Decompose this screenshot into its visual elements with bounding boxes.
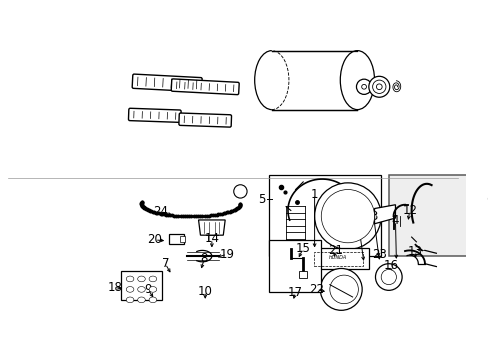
Polygon shape [298,271,306,278]
Circle shape [329,275,358,304]
Bar [268,240,321,292]
Circle shape [321,189,374,243]
Text: 17: 17 [287,286,303,299]
Text: 20: 20 [147,233,162,247]
FancyBboxPatch shape [128,108,181,122]
Text: 22: 22 [308,283,324,296]
Bar [169,234,184,244]
Text: 15: 15 [295,242,310,255]
Circle shape [376,84,381,90]
Circle shape [320,269,362,310]
Text: 21: 21 [327,244,343,257]
Text: 2: 2 [353,210,361,222]
Text: HONDA: HONDA [328,255,347,260]
Circle shape [356,79,371,94]
Circle shape [372,80,385,94]
Text: 4: 4 [391,215,398,228]
FancyBboxPatch shape [179,113,231,127]
Text: 18: 18 [107,281,122,294]
Text: 23: 23 [371,248,386,261]
Bar [179,236,185,242]
Circle shape [233,185,246,198]
Bar [271,51,357,109]
Ellipse shape [149,276,156,282]
Text: 24: 24 [153,205,168,218]
Bar [307,248,368,269]
Circle shape [314,183,381,249]
Text: 7: 7 [161,257,169,270]
Text: 14: 14 [204,233,219,246]
Bar [388,175,478,256]
Text: 9: 9 [144,283,152,296]
Circle shape [368,76,389,97]
Ellipse shape [138,287,145,292]
Bar [313,252,363,266]
Text: 5: 5 [257,193,264,206]
Text: 19: 19 [219,248,234,261]
Polygon shape [374,205,395,224]
FancyBboxPatch shape [171,79,239,95]
FancyBboxPatch shape [132,74,202,92]
Circle shape [375,264,401,291]
Text: 16: 16 [383,259,397,272]
Text: 3: 3 [369,210,377,222]
Text: 8: 8 [200,252,207,265]
Circle shape [381,269,396,285]
Ellipse shape [149,297,156,303]
Ellipse shape [126,297,134,303]
Text: 1: 1 [310,188,318,201]
Circle shape [361,84,366,89]
Text: 6: 6 [485,193,488,206]
Ellipse shape [126,287,134,292]
Ellipse shape [138,297,145,303]
Text: 13: 13 [407,245,422,258]
Ellipse shape [149,287,156,292]
Ellipse shape [138,276,145,282]
Text: 12: 12 [402,204,416,217]
Ellipse shape [340,51,374,109]
Polygon shape [198,220,225,235]
Text: 10: 10 [197,285,212,298]
Polygon shape [121,271,162,300]
Text: 11: 11 [324,202,339,215]
Ellipse shape [126,276,134,282]
Bar [268,175,381,256]
